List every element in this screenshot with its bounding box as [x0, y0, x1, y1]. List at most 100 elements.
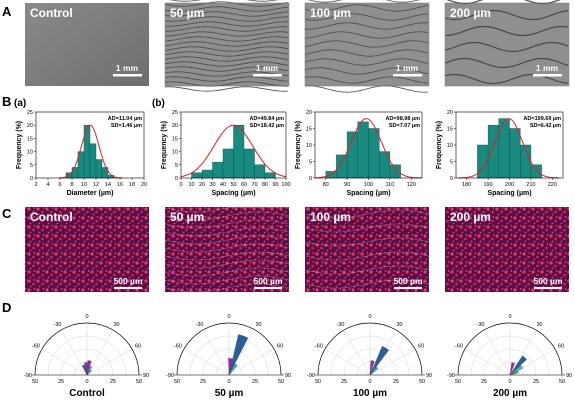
- fiber-lines-50um: [164, 206, 290, 293]
- x-tick-label: 20: [199, 182, 205, 188]
- stat-label: SD=1.46 µm: [111, 123, 142, 129]
- histogram-2: 0 10 20 30 40 50 60 70 80 90 100 0 5 10 15 20 25 Spacing …: [161, 110, 291, 197]
- polar-sector: [369, 366, 379, 376]
- x-axis-title: Spacing (µm): [211, 190, 255, 197]
- polar-sector: [228, 358, 233, 376]
- fiber-line: [304, 251, 430, 261]
- x-tick-label: 200: [505, 182, 514, 188]
- panel-letter-a: A: [2, 4, 12, 19]
- x-tick-label: 180: [462, 182, 471, 188]
- histogram-1: 2 4 6 8 10 12 14 16 18 20 0 5 10 15 20 25 Diameter (µm) F…: [16, 110, 147, 197]
- polar-angle-label: -60: [315, 344, 323, 350]
- wave-line: [164, 71, 289, 77]
- wave-line: [164, 31, 289, 37]
- wave-line: [304, 13, 429, 21]
- x-tick-label: 90: [344, 182, 350, 188]
- histogram-4: 180 190 200 210 220 0 5 10 15 20 Spacing (µm) Frequ…: [436, 110, 564, 197]
- polar-spoke: [324, 348, 371, 376]
- polar-sector: [509, 370, 519, 376]
- y-axis-title: Frequency (%): [295, 121, 302, 169]
- stat-label: AD=98.98 µm: [385, 116, 420, 122]
- wave-line: [164, 6, 289, 12]
- y-tick-label: 0: [450, 176, 453, 182]
- scale-bar-label: 1 mm: [396, 63, 419, 73]
- polar-radial-label: 0: [508, 379, 511, 385]
- x-tick-label: 0: [179, 182, 182, 188]
- wave-line: [304, 58, 429, 66]
- scale-bar-label: 1 mm: [536, 63, 559, 73]
- histogram-bar: [233, 124, 245, 179]
- histogram-bar: [264, 172, 276, 179]
- x-tick-label: 60: [241, 182, 247, 188]
- polar-group-label: Control: [69, 388, 105, 399]
- x-tick-label: 6: [58, 182, 61, 188]
- polar-radial-label: 50: [559, 379, 565, 385]
- wave-line: [444, 57, 569, 69]
- polar-angle-label: 60: [418, 344, 424, 350]
- polar-angle-label: -30: [54, 322, 62, 328]
- x-tick-label: 50: [230, 182, 236, 188]
- x-tick-label: 80: [323, 182, 329, 188]
- histogram-3: 80 90 100 110 120 0 5 10 15 20 Spacing (µm) Frequen…: [295, 110, 423, 197]
- panel-letter-c: C: [2, 206, 12, 221]
- polar-angle-label: -90: [307, 373, 315, 379]
- stat-label: SD=7.07 µm: [389, 123, 420, 129]
- x-tick-label: 70: [251, 182, 257, 188]
- y-tick-label: 20: [27, 123, 33, 129]
- row-a-micrographs: Control 1 mm 50 µm 1 mm 100 µm 1 mm 200 …: [25, 0, 570, 93]
- polar-radial-label: 0: [85, 379, 88, 385]
- gaussian-fit-curve: [458, 118, 559, 179]
- wave-pattern-100um: [304, 0, 430, 93]
- polar-angle-label: 0: [227, 314, 230, 320]
- y-tick-label: 0: [30, 176, 33, 182]
- wave-line: [164, 66, 289, 72]
- histogram-bar: [325, 171, 337, 179]
- gaussian-fit-curve: [180, 124, 287, 178]
- wave-line: [164, 81, 288, 87]
- polar-angle-label: 0: [508, 314, 511, 320]
- polar-angle-label: 30: [396, 322, 402, 328]
- polar-angle-label: -60: [174, 344, 182, 350]
- fluorescence-control: Control 500 µm: [25, 207, 149, 292]
- polar-radial-label: 50: [419, 379, 425, 385]
- polar-radial-label: 25: [533, 379, 539, 385]
- polar-angle-label: 30: [113, 322, 119, 328]
- wave-line: [444, 41, 569, 53]
- histogram-bar: [336, 154, 348, 179]
- stat-label: AD=11.04 µm: [108, 116, 142, 122]
- y-tick-label: 0: [175, 176, 178, 182]
- histogram-bar: [191, 172, 203, 179]
- polar-angle-label: 90: [143, 373, 149, 379]
- polar-angle-label: 90: [566, 373, 572, 379]
- histogram-bar: [89, 143, 97, 179]
- polar-radial-label: 50: [32, 379, 38, 385]
- x-tick-label: 18: [129, 182, 135, 188]
- polar-angle-label: -30: [337, 322, 345, 328]
- histogram-bar: [498, 118, 510, 179]
- wave-line: [164, 46, 289, 52]
- polar-sector: [86, 369, 92, 376]
- polar-sector: [84, 362, 88, 376]
- fluorescence-label-200um: 200 µm: [450, 210, 491, 224]
- histogram-bar: [243, 148, 255, 179]
- fluorescence-50um: 50 µm 500 µm: [164, 206, 290, 293]
- panel-letter-d: D: [2, 300, 11, 315]
- y-tick-label: 15: [27, 136, 33, 142]
- wave-line: [164, 1, 289, 7]
- polar-spoke: [228, 348, 275, 376]
- polar-angle-label: 0: [85, 314, 88, 320]
- polar-spoke: [483, 329, 511, 376]
- fiber-line: [164, 283, 290, 293]
- image-border: [304, 2, 430, 87]
- wave-line: [304, 22, 429, 30]
- polar-group-label: 200 µm: [493, 388, 527, 399]
- polar-radial-label: 25: [252, 379, 258, 385]
- wave-line: [304, 31, 429, 39]
- x-tick-label: 20: [141, 182, 147, 188]
